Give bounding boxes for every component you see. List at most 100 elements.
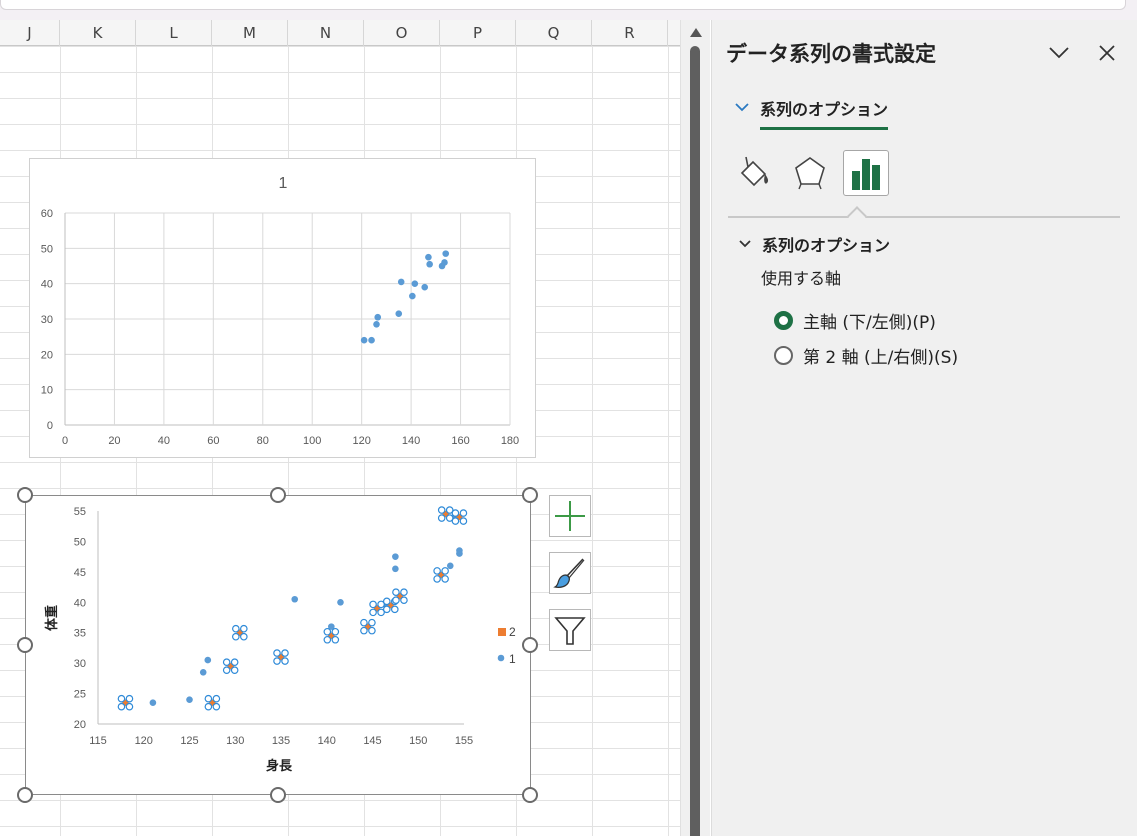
resize-handle-top[interactable] [270,487,286,503]
x-tick-label: 155 [455,735,473,747]
series-options-icon-tab[interactable] [843,150,889,196]
series-options-section-header[interactable]: 系列のオプション [738,232,890,256]
effects-tab[interactable] [787,150,833,196]
vertical-scrollbar[interactable] [680,20,710,836]
selection-marker [437,514,446,522]
selection-marker [281,657,289,665]
chart-elements-button[interactable] [549,495,591,537]
data-point-series-1 [186,696,193,703]
x-tick-label: 180 [501,435,519,447]
data-point [374,313,382,321]
paintbrush-icon [553,558,585,588]
x-tick-label: 60 [207,435,219,447]
y-tick-label: 40 [74,597,86,609]
chevron-down-icon [1049,47,1069,59]
chevron-down-icon [739,240,751,248]
pane-options-button[interactable] [1046,40,1072,66]
scatter-chart-1[interactable]: 1 0 10 20 30 40 50 60 0 20 40 60 80 100 120 140 160 180 [29,158,536,458]
chart-filters-button[interactable] [549,609,591,651]
y-tick-label: 20 [74,719,86,731]
x-axis-title: 身長 [266,758,293,774]
radio-unselected-icon[interactable] [774,346,793,365]
data-point [421,283,429,291]
x-tick-label: 135 [272,735,290,747]
secondary-axis-radio[interactable]: 第 2 軸 (上/右側)(S) [774,343,958,368]
resize-handle-top-right[interactable] [522,487,538,503]
selection-marker [117,694,126,703]
data-point [411,280,419,287]
resize-handle-left[interactable] [17,637,33,653]
resize-handle-bottom-right[interactable] [522,787,538,803]
column-header-p[interactable]: P [440,20,516,46]
data-point-series-1 [392,565,399,573]
legend-label-series-2: 2 [509,625,516,639]
series-options-dropdown[interactable]: 系列のオプション [734,96,889,132]
x-tick-label: 20 [108,435,120,447]
x-tick-label: 100 [303,435,321,447]
x-tick-label: 160 [451,435,469,447]
selected-tab-pointer [847,206,867,226]
selection-marker [212,694,221,703]
selection-marker [369,608,377,617]
column-header-l[interactable]: L [136,20,212,46]
format-data-series-pane: データ系列の書式設定 系列のオプション 系列のオプション [711,20,1137,836]
selection-marker [240,624,248,633]
selection-marker [212,702,221,711]
resize-handle-top-left[interactable] [17,487,33,503]
selection-marker [331,627,340,636]
data-point [441,259,448,266]
funnel-icon [554,617,586,645]
y-tick-label: 50 [41,243,53,255]
column-header-n[interactable]: N [288,20,364,46]
column-header-q[interactable]: Q [516,20,592,46]
fill-line-tab[interactable] [732,150,778,196]
pane-close-button[interactable] [1094,40,1120,66]
selection-marker [125,702,134,711]
data-point-series-1 [328,623,335,630]
scroll-up-icon[interactable] [690,28,702,37]
data-point [368,336,375,344]
data-point-series-1 [337,598,344,606]
x-tick-label: 145 [363,735,381,747]
formula-bar[interactable] [0,0,1126,10]
secondary-axis-label: 第 2 軸 (上/右側)(S) [803,348,959,368]
selection-marker [230,666,239,674]
selection-marker [117,702,126,711]
close-icon [1099,45,1115,61]
selection-marker [273,649,281,657]
data-point-series-2 [328,632,335,639]
data-point-series-2 [374,605,381,612]
scrollbar-thumb[interactable] [690,46,700,836]
selection-marker [441,567,449,575]
resize-handle-bottom[interactable] [270,787,286,803]
selection-marker [323,627,332,636]
selection-marker [222,666,231,674]
data-point-series-2 [438,571,445,578]
resize-handle-bottom-left[interactable] [17,787,33,803]
column-header-m[interactable]: M [212,20,288,46]
column-header-k[interactable]: K [60,20,136,46]
data-point-series-2 [387,602,394,609]
radio-selected-icon[interactable] [774,311,793,330]
column-header-r[interactable]: R [592,20,668,46]
chart-styles-button[interactable] [549,552,591,594]
primary-axis-radio[interactable]: 主軸 (下/左側)(P) [774,308,936,333]
x-tick-label: 140 [402,435,420,447]
data-point [409,292,416,300]
plot-series-on-label: 使用する軸 [761,269,842,288]
selection-marker [273,657,281,665]
selection-marker [125,694,134,703]
resize-handle-right[interactable] [522,637,538,653]
selection-marker [433,567,441,575]
y-tick-label: 30 [41,314,53,326]
scatter-chart-2[interactable]: 20 25 30 35 40 45 50 55 115 120 125 130 135 140 145 150… [25,495,531,795]
selection-marker [232,624,240,633]
plus-icon [555,501,585,531]
column-header-o[interactable]: O [364,20,440,46]
selection-marker [400,596,408,605]
column-header-j[interactable]: J [0,20,60,46]
y-tick-label: 55 [74,506,86,518]
selection-marker [222,658,231,666]
selection-marker [451,517,460,525]
column-header-row: J K L M N O P Q R [0,20,680,46]
